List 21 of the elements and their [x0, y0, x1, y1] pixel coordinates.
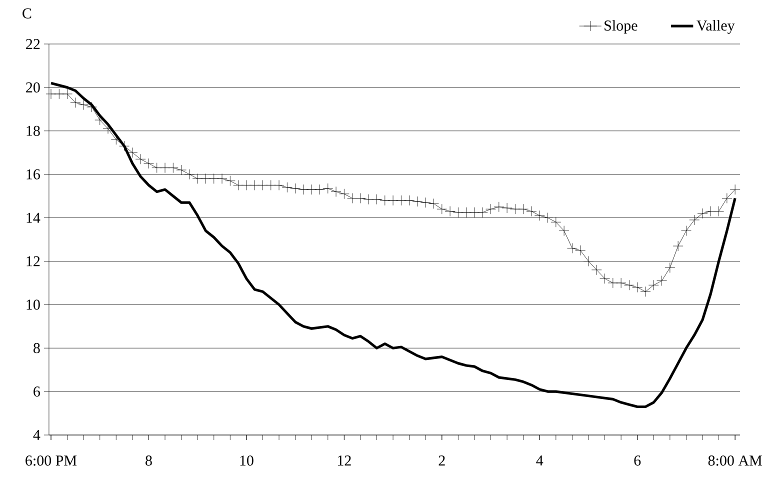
- y-tick-label: 6: [34, 386, 40, 397]
- legend-label: Valley: [696, 20, 735, 34]
- x-tick-label: 4: [536, 456, 544, 466]
- y-tick-label: 20: [26, 82, 40, 92]
- y-axis-title: C: [22, 8, 32, 18]
- y-tick-label: 12: [26, 256, 40, 266]
- y-tick-label: 22: [26, 39, 40, 49]
- x-tick-label: 8: [146, 456, 152, 466]
- x-tick-label: 12: [338, 456, 351, 466]
- x-tick-label: 6:00 PM: [26, 456, 77, 466]
- x-tick-label: 10: [240, 456, 254, 466]
- y-tick-label: 18: [26, 126, 40, 136]
- legend-label: Slope: [604, 20, 638, 34]
- y-tick-label: 16: [26, 169, 40, 180]
- x-tick-label: 6: [634, 456, 641, 466]
- x-tick-label: 2: [438, 456, 445, 466]
- x-tick-label: 8:00 AM: [708, 456, 762, 466]
- y-tick-label: 10: [26, 300, 40, 310]
- y-tick-label: 4: [33, 430, 40, 440]
- y-tick-label: 14: [26, 212, 40, 223]
- y-tick-label: 8: [34, 343, 40, 354]
